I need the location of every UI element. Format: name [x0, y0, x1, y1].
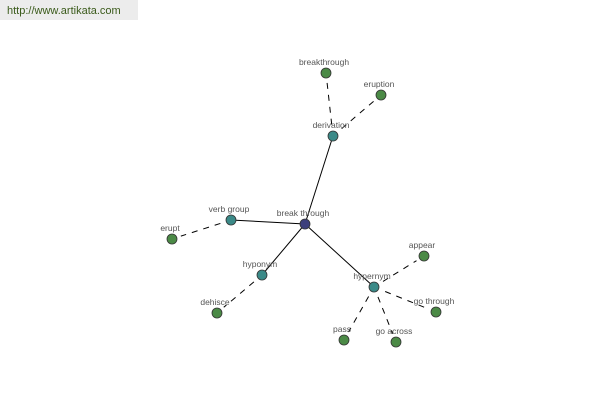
node-label-hypernym: hypernym: [353, 271, 390, 281]
node-label-breakthrough: breakthrough: [299, 57, 349, 67]
node-hypernym[interactable]: [368, 281, 380, 293]
edge-derivation-breakthrough: [326, 82, 333, 125]
edge-break-through-hyponym: [261, 223, 306, 276]
edge-break-through-verb-group: [230, 219, 306, 225]
edge-hypernym-pass: [348, 296, 370, 333]
node-label-pass: pass: [333, 324, 351, 334]
node-hyponym[interactable]: [256, 269, 268, 281]
node-dehisce[interactable]: [211, 307, 223, 319]
node-verb-group[interactable]: [225, 214, 237, 226]
node-label-appear: appear: [409, 240, 436, 250]
node-appear[interactable]: [418, 250, 430, 262]
node-go-across[interactable]: [390, 336, 402, 348]
node-label-break-through: break through: [277, 208, 330, 218]
node-pass[interactable]: [338, 334, 350, 346]
node-label-hyponym: hyponym: [243, 259, 278, 269]
node-breakthrough[interactable]: [320, 67, 332, 79]
edge-break-through-derivation: [304, 135, 334, 225]
node-break-through[interactable]: [299, 218, 311, 230]
node-label-verb-group: verb group: [209, 204, 250, 214]
site-url[interactable]: http://www.artikata.com: [0, 0, 138, 20]
node-label-derivation: derivation: [313, 120, 350, 130]
node-label-erupt: erupt: [160, 223, 180, 233]
node-derivation[interactable]: [327, 130, 339, 142]
node-label-go-through: go through: [414, 296, 455, 306]
edge-verb-group-erupt: [180, 222, 221, 237]
node-label-eruption: eruption: [364, 79, 395, 89]
edge-break-through-hypernym: [304, 223, 375, 288]
node-label-go-across: go across: [376, 326, 413, 336]
node-eruption[interactable]: [375, 89, 387, 101]
node-erupt[interactable]: [166, 233, 178, 245]
edge-hypernym-go-through: [384, 291, 427, 309]
node-label-dehisce: dehisce: [200, 297, 230, 307]
node-go-through[interactable]: [430, 306, 442, 318]
